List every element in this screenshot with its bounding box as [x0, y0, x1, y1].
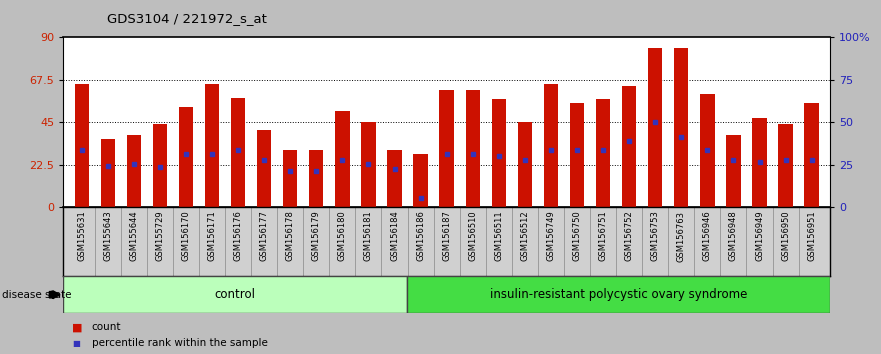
- Bar: [622, 86, 636, 207]
- Bar: [309, 150, 323, 207]
- Bar: [674, 48, 688, 207]
- FancyBboxPatch shape: [63, 276, 407, 313]
- Text: GSM156178: GSM156178: [285, 211, 295, 261]
- Text: GSM156170: GSM156170: [181, 211, 190, 261]
- Bar: [518, 122, 532, 207]
- Bar: [465, 90, 480, 207]
- Text: GSM156763: GSM156763: [677, 211, 685, 262]
- Text: GSM156177: GSM156177: [260, 211, 269, 261]
- Text: insulin-resistant polycystic ovary syndrome: insulin-resistant polycystic ovary syndr…: [490, 288, 747, 301]
- Bar: [570, 103, 584, 207]
- Bar: [75, 84, 89, 207]
- Bar: [544, 84, 559, 207]
- Text: GSM155644: GSM155644: [130, 211, 138, 261]
- Bar: [804, 103, 818, 207]
- Text: GSM156179: GSM156179: [312, 211, 321, 261]
- Bar: [752, 118, 766, 207]
- Bar: [648, 48, 663, 207]
- Text: GSM156171: GSM156171: [208, 211, 217, 261]
- Bar: [100, 139, 115, 207]
- Bar: [596, 99, 611, 207]
- Text: GSM156181: GSM156181: [364, 211, 373, 261]
- Bar: [492, 99, 506, 207]
- Text: GSM156751: GSM156751: [598, 211, 608, 261]
- Text: count: count: [92, 322, 121, 332]
- Bar: [231, 98, 245, 207]
- Bar: [779, 124, 793, 207]
- Bar: [205, 84, 219, 207]
- Text: GSM156749: GSM156749: [546, 211, 555, 261]
- Text: GDS3104 / 221972_s_at: GDS3104 / 221972_s_at: [107, 12, 267, 25]
- Bar: [152, 124, 167, 207]
- Bar: [179, 107, 193, 207]
- Bar: [726, 135, 741, 207]
- Text: GSM156950: GSM156950: [781, 211, 790, 261]
- Text: control: control: [215, 288, 255, 301]
- Text: ■: ■: [72, 339, 80, 348]
- Text: GSM156510: GSM156510: [468, 211, 478, 261]
- Text: GSM156180: GSM156180: [338, 211, 347, 261]
- Bar: [127, 135, 141, 207]
- Text: disease state: disease state: [2, 290, 71, 300]
- Bar: [335, 111, 350, 207]
- Text: GSM156948: GSM156948: [729, 211, 738, 261]
- Text: GSM156176: GSM156176: [233, 211, 242, 261]
- FancyBboxPatch shape: [407, 276, 830, 313]
- Bar: [440, 90, 454, 207]
- Text: GSM156752: GSM156752: [625, 211, 633, 261]
- Text: GSM155631: GSM155631: [78, 211, 86, 261]
- Text: GSM155729: GSM155729: [155, 211, 165, 261]
- Text: GSM156184: GSM156184: [390, 211, 399, 261]
- Bar: [413, 154, 428, 207]
- Text: GSM156949: GSM156949: [755, 211, 764, 261]
- Bar: [700, 94, 714, 207]
- Bar: [388, 150, 402, 207]
- Bar: [257, 130, 271, 207]
- Text: GSM156511: GSM156511: [494, 211, 503, 261]
- Text: GSM156512: GSM156512: [521, 211, 529, 261]
- Text: percentile rank within the sample: percentile rank within the sample: [92, 338, 268, 348]
- Text: ■: ■: [72, 322, 83, 332]
- Text: GSM156951: GSM156951: [807, 211, 816, 261]
- Text: GSM156946: GSM156946: [703, 211, 712, 261]
- Text: GSM156187: GSM156187: [442, 211, 451, 261]
- Bar: [283, 150, 298, 207]
- Text: GSM155643: GSM155643: [103, 211, 112, 261]
- Text: GSM156750: GSM156750: [573, 211, 581, 261]
- Text: GSM156753: GSM156753: [651, 211, 660, 261]
- Text: GSM156186: GSM156186: [416, 211, 426, 261]
- Bar: [361, 122, 375, 207]
